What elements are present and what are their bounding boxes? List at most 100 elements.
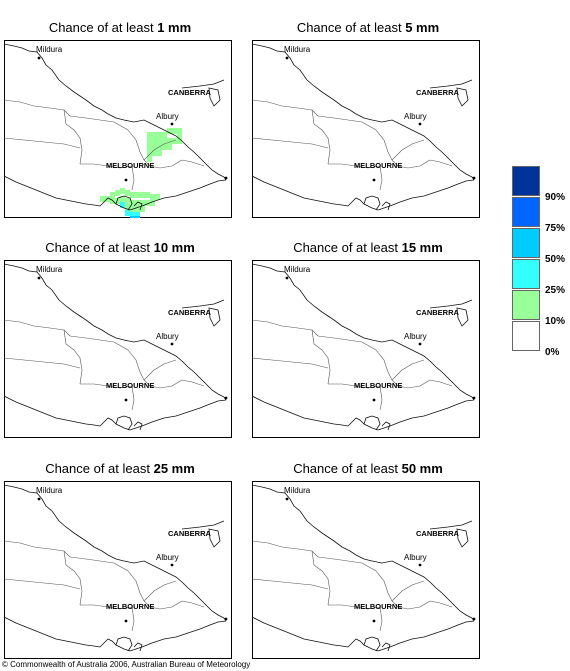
district-boundary [379,165,383,191]
probability-cell [147,156,152,162]
probability-cell [145,200,150,206]
district-boundary [63,329,83,385]
district-boundary [181,600,205,608]
place-label-canberra: CANBERRA [416,529,460,538]
probability-cell [162,132,167,138]
district-boundary [252,578,329,590]
panel-title: Chance of at least 50 mm [293,461,443,476]
place-label-mildura: Mildura [284,486,311,495]
district-boundary [127,570,183,610]
coast-border-line [4,484,225,619]
coast-border-line [115,195,133,211]
coast-border-line [363,636,381,652]
place-label-albury: Albury [156,553,179,562]
probability-cell [135,212,140,218]
place-marker [372,398,376,402]
legend-swatch [512,166,540,196]
panel-title: Chance of at least 10 mm [45,240,195,255]
district-boundary [328,383,381,389]
place-marker [472,176,476,180]
probability-cell [125,210,130,216]
place-marker [472,396,476,400]
probability-cell [152,144,157,150]
place-label-albury: Albury [404,553,427,562]
place-label-canberra: CANBERRA [168,88,212,97]
coast-border-line [252,484,473,619]
probability-cell [135,192,140,198]
coast-border-line [133,642,143,652]
district-boundary [131,385,135,411]
district-boundary [69,115,129,131]
place-marker [124,619,128,623]
place-label-melbourne: MELBOURNE [354,161,402,170]
probability-cell [150,200,155,206]
coast-border-line [252,175,475,211]
legend-swatch [512,197,540,227]
district-boundary [252,99,319,117]
probability-cell [172,128,177,134]
place-marker [285,56,289,60]
probability-cell [167,144,172,150]
place-marker [170,563,174,567]
coast-border-line [208,307,221,327]
district-boundary [63,109,83,165]
panel-title: Chance of at least 15 mm [293,240,443,255]
coast-border-line [181,79,225,89]
probability-cell [140,200,145,206]
place-label-melbourne: MELBOURNE [354,381,402,390]
probability-cell [125,204,130,210]
map-frame [252,481,480,659]
place-marker [372,178,376,182]
place-marker [472,617,476,621]
probability-cell [152,132,157,138]
probability-cell [172,138,177,144]
district-boundary [80,604,133,610]
probability-cell [177,128,182,134]
district-boundary [131,606,135,632]
coast-border-line [115,636,133,652]
probability-cell [120,196,125,202]
coast-border-line [429,520,473,530]
district-boundary [80,383,133,389]
probability-cell [147,138,152,144]
district-boundary [69,335,129,351]
coast-border-line [456,87,469,107]
probability-legend: 90% 75% 50% 25% 10% 0% [511,166,570,358]
probability-cell [110,192,115,198]
probability-cell [147,144,152,150]
panel-title: Chance of at least 5 mm [296,20,440,35]
district-boundary [328,604,381,610]
district-boundary [311,550,331,606]
district-boundary [252,540,319,558]
legend-swatch [512,290,540,320]
map-frame [252,260,480,438]
probability-cell [120,202,125,208]
legend-swatch [512,259,540,289]
coast-border-line [363,195,381,211]
probability-cell [120,188,125,194]
place-label-melbourne: MELBOURNE [106,602,154,611]
place-marker [285,276,289,280]
probability-cell [135,206,140,212]
district-boundary [375,349,431,389]
legend-swatch [512,228,540,258]
victoria-map-svg: Mildura CANBERRA Albury MELBOURNE [252,260,480,438]
legend-label: 10% [545,316,566,327]
coast-border-line [4,43,225,178]
district-boundary [4,99,71,117]
place-label-melbourne: MELBOURNE [106,381,154,390]
probability-cell [167,128,172,134]
probability-cell [135,216,140,218]
district-boundary [391,139,425,161]
coast-border-line [456,528,469,548]
place-label-albury: Albury [156,332,179,341]
victoria-map-svg: Mildura CANBERRA Albury MELBOURNE [4,481,232,659]
coast-border-line [4,175,227,211]
place-label-canberra: CANBERRA [168,529,212,538]
district-boundary [4,540,71,558]
copyright-notice: © Commonwealth of Australia 2006, Austra… [2,660,251,669]
coast-border-line [456,307,469,327]
place-marker [37,497,41,501]
coast-border-line [4,263,225,398]
coast-border-line [381,201,391,211]
